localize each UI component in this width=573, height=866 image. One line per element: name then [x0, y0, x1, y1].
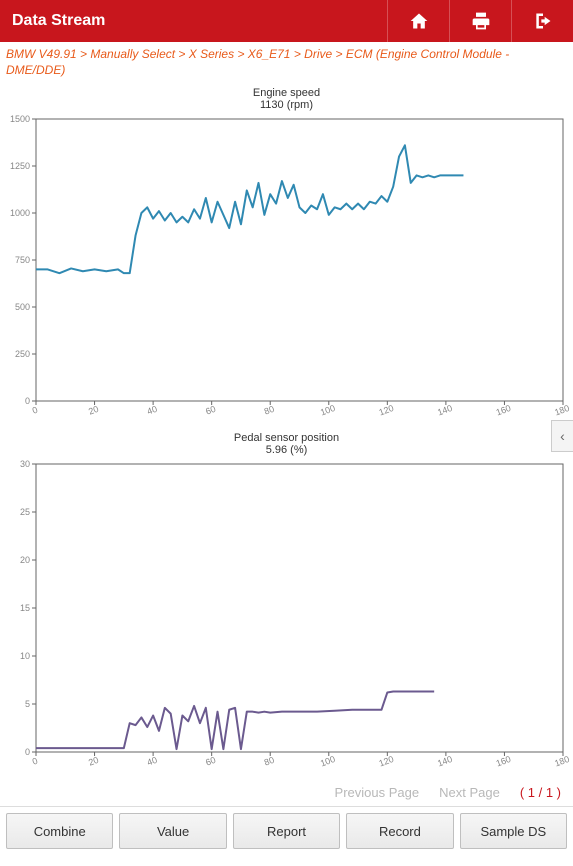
chart-engine-speed: Engine speed 1130 (rpm) 0250500750100012…	[4, 87, 569, 428]
home-icon	[408, 11, 430, 31]
chart1-svg: 0 250 500 750 1000 1250 1500 0 20 40 60 80 100 120 140…	[4, 113, 569, 423]
chart2-subtitle: 5.96 (%)	[4, 444, 569, 456]
svg-text:140: 140	[436, 754, 454, 769]
chart2-title: Pedal sensor position	[4, 432, 569, 444]
home-button[interactable]	[387, 0, 449, 42]
svg-text:140: 140	[436, 403, 454, 418]
svg-text:40: 40	[146, 404, 159, 417]
svg-text:20: 20	[87, 755, 100, 768]
svg-text:1500: 1500	[10, 114, 30, 124]
svg-text:40: 40	[146, 755, 159, 768]
page-count: ( 1 / 1 )	[520, 785, 561, 800]
svg-text:750: 750	[15, 255, 30, 265]
combine-button[interactable]: Combine	[6, 813, 113, 849]
charts-area: Engine speed 1130 (rpm) 0250500750100012…	[0, 87, 573, 779]
svg-text:0: 0	[25, 747, 30, 757]
chart2-svg: 0 5 10 15 20 25 30 0 20 40 60 80 100 120 140 160 180	[4, 458, 569, 774]
exit-button[interactable]	[511, 0, 573, 42]
side-chevron-button[interactable]: ‹	[551, 420, 573, 452]
svg-text:120: 120	[378, 403, 396, 418]
sample-ds-button[interactable]: Sample DS	[460, 813, 567, 849]
pager: Previous Page Next Page ( 1 / 1 )	[0, 779, 573, 806]
exit-icon	[532, 11, 554, 31]
svg-text:500: 500	[15, 302, 30, 312]
svg-text:1000: 1000	[10, 208, 30, 218]
svg-text:20: 20	[87, 404, 100, 417]
svg-text:5: 5	[25, 699, 30, 709]
chart1-subtitle: 1130 (rpm)	[4, 99, 569, 111]
bottom-toolbar: Combine Value Report Record Sample DS	[0, 806, 573, 855]
header-buttons	[387, 0, 573, 42]
svg-text:80: 80	[263, 404, 276, 417]
print-icon	[470, 11, 492, 31]
svg-text:160: 160	[495, 754, 513, 769]
svg-text:60: 60	[204, 755, 217, 768]
svg-text:10: 10	[20, 651, 30, 661]
breadcrumb: BMW V49.91 > Manually Select > X Series …	[0, 42, 573, 83]
chevron-left-icon: ‹	[560, 428, 565, 444]
svg-text:60: 60	[204, 404, 217, 417]
print-button[interactable]	[449, 0, 511, 42]
svg-text:0: 0	[25, 396, 30, 406]
svg-text:0: 0	[31, 756, 39, 767]
next-page-button[interactable]: Next Page	[439, 785, 500, 800]
svg-text:250: 250	[15, 349, 30, 359]
svg-text:180: 180	[553, 754, 569, 769]
chart-pedal-position: Pedal sensor position 5.96 (%) 0 5 10 15 20 2…	[4, 432, 569, 779]
svg-text:0: 0	[31, 405, 39, 416]
header-title: Data Stream	[12, 12, 387, 30]
chart1-title: Engine speed	[4, 87, 569, 99]
svg-text:15: 15	[20, 603, 30, 613]
header-bar: Data Stream	[0, 0, 573, 42]
svg-text:30: 30	[20, 459, 30, 469]
svg-text:160: 160	[495, 403, 513, 418]
report-button[interactable]: Report	[233, 813, 340, 849]
prev-page-button[interactable]: Previous Page	[335, 785, 420, 800]
svg-text:180: 180	[553, 403, 569, 418]
value-button[interactable]: Value	[119, 813, 226, 849]
record-button[interactable]: Record	[346, 813, 453, 849]
svg-text:120: 120	[378, 754, 396, 769]
svg-text:80: 80	[263, 755, 276, 768]
svg-text:100: 100	[319, 754, 337, 769]
svg-text:25: 25	[20, 507, 30, 517]
svg-text:100: 100	[319, 403, 337, 418]
svg-text:20: 20	[20, 555, 30, 565]
svg-text:1250: 1250	[10, 161, 30, 171]
